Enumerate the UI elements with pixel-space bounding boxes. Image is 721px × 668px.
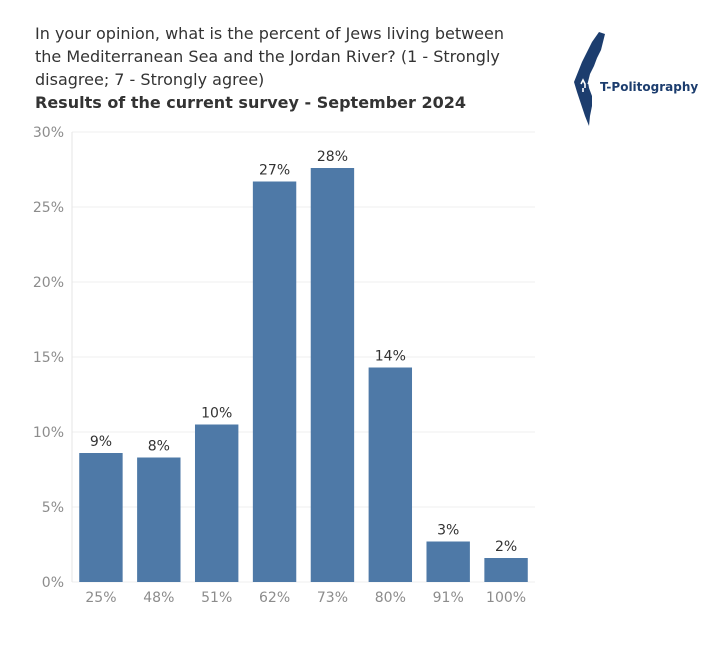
y-tick-label: 10% — [33, 425, 64, 441]
data-label: 3% — [437, 523, 459, 539]
chart-title: In your opinion, what is the percent of … — [35, 22, 535, 114]
bar — [252, 181, 297, 582]
bars: 9% 8% 10% 27% 28% 14% 3% 2% — [79, 149, 528, 582]
data-label: 9% — [90, 434, 112, 450]
bar — [137, 457, 181, 582]
bar — [484, 558, 528, 582]
x-tick-label: 91% — [433, 590, 464, 606]
chart-subtitle: Results of the current survey - Septembe… — [35, 93, 467, 112]
data-label: 2% — [495, 539, 517, 555]
bar — [368, 367, 413, 582]
x-tick-label: 80% — [375, 590, 406, 606]
y-tick-label: 20% — [33, 275, 64, 291]
y-tick-label: 30% — [33, 125, 64, 141]
bar — [310, 168, 355, 582]
bar — [194, 424, 239, 582]
bar — [426, 541, 470, 582]
map-of-israel-logo-icon — [574, 32, 605, 126]
data-label: 28% — [317, 149, 348, 165]
data-label: 14% — [375, 349, 406, 365]
y-tick-label: 5% — [42, 500, 64, 516]
y-tick-label: 0% — [42, 575, 64, 591]
x-tick-label: 51% — [201, 590, 232, 606]
logo: T-Politography — [572, 30, 702, 130]
x-tick-label: 25% — [85, 590, 116, 606]
logo-text: T-Politography — [600, 80, 699, 94]
x-tick-label: 73% — [317, 590, 348, 606]
x-tick-label: 48% — [143, 590, 174, 606]
y-axis: 0% 5% 10% 15% 20% 25% 30% — [33, 125, 73, 591]
x-tick-label: 62% — [259, 590, 290, 606]
y-tick-label: 15% — [33, 350, 64, 366]
x-axis: 25% 48% 51% 62% 73% 80% 91% 100% — [85, 590, 526, 606]
data-label: 8% — [148, 439, 170, 455]
y-tick-label: 25% — [33, 200, 64, 216]
data-label: 10% — [201, 406, 232, 422]
x-tick-label: 100% — [486, 590, 526, 606]
data-label: 27% — [259, 163, 290, 179]
chart-question: In your opinion, what is the percent of … — [35, 24, 505, 89]
bar — [79, 453, 123, 582]
